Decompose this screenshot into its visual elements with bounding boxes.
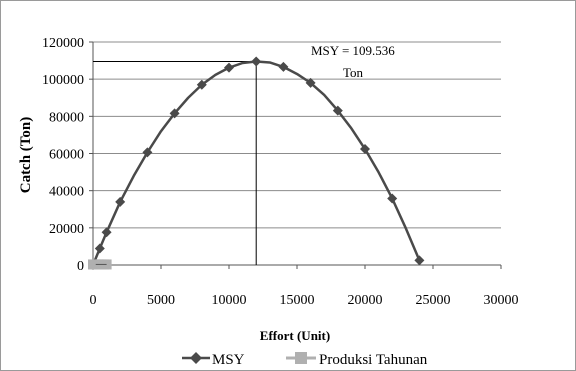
- msy-point: [414, 255, 425, 266]
- legend-square-marker: [295, 352, 307, 364]
- legend-label-msy: MSY: [212, 352, 245, 368]
- msy-point: [387, 193, 398, 204]
- series: [88, 56, 425, 270]
- x-tick-labels: 0 5000 10000 15000 20000 25000 30000: [90, 293, 519, 308]
- msy-series-line: [91, 60, 421, 266]
- x-tick-label: 20000: [348, 293, 383, 308]
- y-tick-label: 20000: [49, 222, 84, 237]
- msy-point: [196, 79, 207, 90]
- legend-item-produksi-tahunan: Produksi Tahunan: [286, 352, 428, 368]
- y-axis-label: Catch (Ton): [18, 117, 34, 194]
- gridlines: [93, 41, 501, 229]
- msy-point: [360, 144, 370, 155]
- y-tick-label: 60000: [49, 148, 84, 163]
- legend-item-msy: MSY: [182, 352, 245, 368]
- msy-point: [332, 105, 343, 116]
- msy-annotation-line1: MSY = 109.536: [311, 43, 395, 58]
- y-tick-label: 120000: [42, 36, 84, 51]
- axes: [89, 41, 502, 269]
- x-tick-label: 25000: [416, 293, 451, 308]
- msy-point: [169, 108, 180, 119]
- x-axis-label: Effort (Unit): [260, 328, 330, 343]
- y-tick-labels: 0 20000 40000 60000 80000 100000 120000: [42, 36, 84, 274]
- legend-label-produksi-tahunan: Produksi Tahunan: [319, 352, 428, 368]
- msy-point: [224, 62, 234, 73]
- y-tick-label: 40000: [49, 185, 84, 200]
- x-tick-label: 30000: [484, 293, 519, 308]
- y-tick-label: 80000: [49, 110, 84, 125]
- msy-point: [94, 243, 105, 254]
- y-tick-label: 100000: [42, 73, 84, 88]
- x-tick-label: 5000: [147, 293, 175, 308]
- msy-point: [251, 56, 262, 67]
- msy-point: [142, 147, 153, 158]
- legend-diamond-marker: [190, 352, 202, 364]
- x-tick-label: 10000: [212, 293, 247, 308]
- msy-point: [305, 77, 316, 88]
- msy-point: [278, 61, 289, 72]
- msy-point: [101, 227, 112, 238]
- x-tick-label: 15000: [280, 293, 315, 308]
- msy-reference-lines: [93, 60, 257, 265]
- legend: MSY Produksi Tahunan: [182, 352, 428, 368]
- x-tick-label: 0: [90, 293, 97, 308]
- y-tick-label: 0: [77, 259, 84, 274]
- msy-annotation-line2: Ton: [343, 65, 364, 80]
- msy-point: [115, 196, 126, 207]
